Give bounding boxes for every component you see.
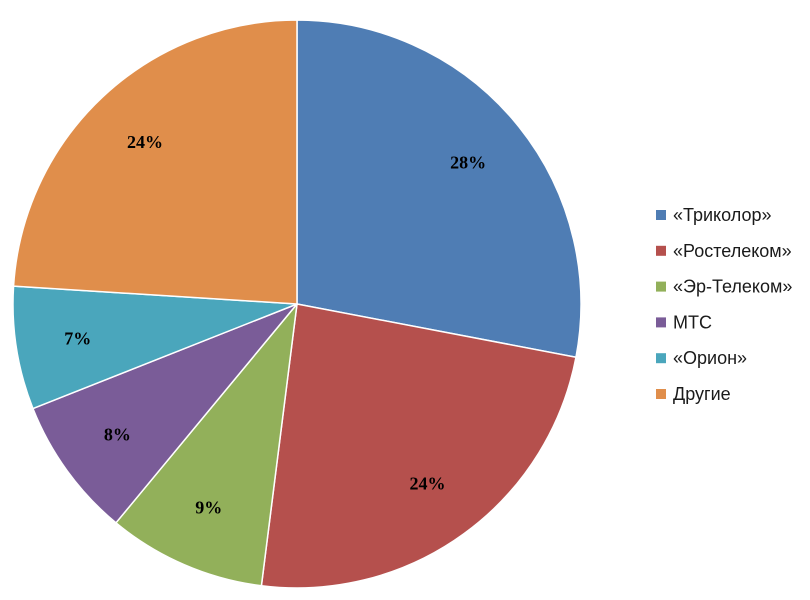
legend: «Триколор» «Ростелеком» «Эр-Телеком» МТС «Ор… [656,205,792,404]
slice-label-ростелеком: 24% [410,474,446,494]
legend-label: «Эр-Телеком» [673,277,792,297]
legend-swatch [656,389,666,399]
legend-item-эр-телеком: «Эр-Телеком» [656,277,792,297]
legend-item-мтс: МТС [656,312,712,332]
pie-slice-триколор [296,19,582,358]
slice-label-орион: 7% [64,329,91,349]
pie-slices [12,19,582,589]
pie-slice-другие [12,19,298,305]
legend-swatch [656,353,666,364]
legend-swatch [656,210,666,220]
legend-swatch [656,281,666,292]
pie-slice-эр-телеком [115,303,298,587]
legend-label: Другие [673,384,731,404]
pie-slice-орион [12,285,298,410]
slice-labels: 28% 24% 9% 8% 7% 24% [64,132,486,518]
legend-swatch [656,317,666,328]
legend-label: «Триколор» [673,205,772,225]
legend-item-триколор: «Триколор» [656,205,772,225]
slice-label-триколор: 28% [450,153,486,173]
legend-item-орион: «Орион» [656,348,747,368]
slice-label-другие: 24% [127,132,163,152]
legend-swatch [656,245,666,256]
pie-slice-мтс [32,303,298,524]
legend-label: «Орион» [673,348,747,368]
legend-label: МТС [673,312,712,332]
legend-item-ростелеком: «Ростелеком» [656,241,792,261]
pie-slice-ростелеком [260,303,577,589]
legend-item-другие: Другие [656,384,731,404]
legend-label: «Ростелеком» [673,241,792,261]
slice-label-мтс: 8% [104,425,131,445]
slice-label-эр-телеком: 9% [195,498,222,518]
